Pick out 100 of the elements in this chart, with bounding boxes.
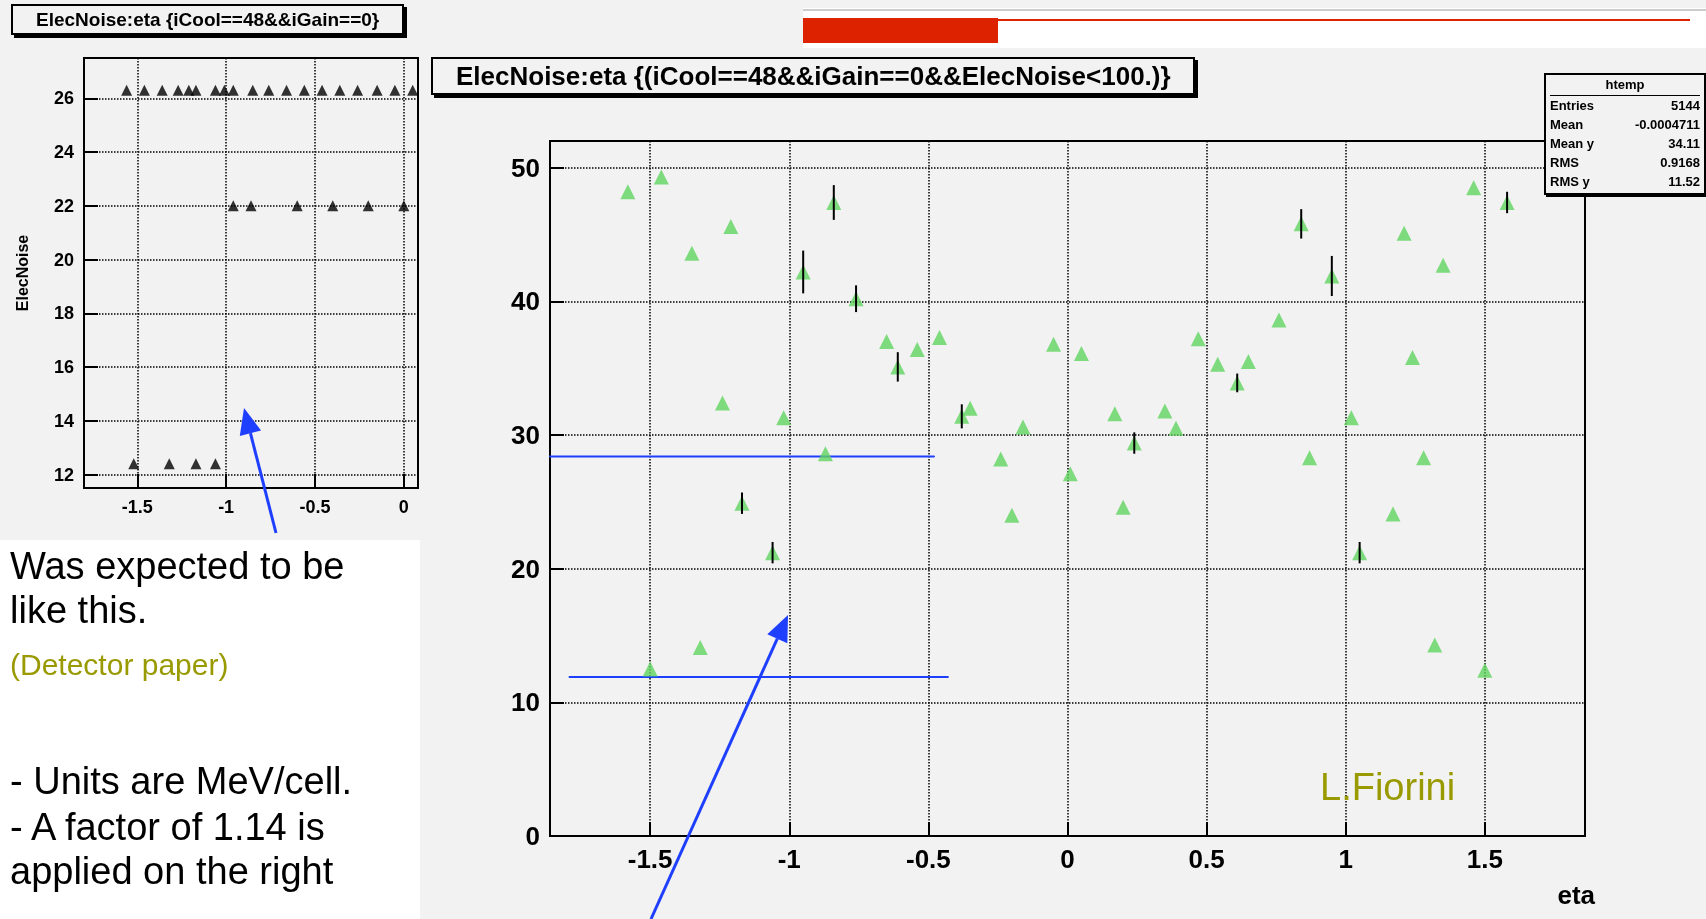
x-tick-label: -0.5 bbox=[299, 497, 331, 517]
point bbox=[909, 342, 925, 357]
y-tick-label: 0 bbox=[525, 821, 540, 851]
x-tick-label: 0 bbox=[1060, 844, 1075, 874]
point bbox=[218, 84, 230, 96]
chart-title: ElecNoise:eta {(iCool==48&&iGain==0&&ElecNoise<100.)} bbox=[456, 61, 1171, 91]
point bbox=[163, 458, 175, 470]
point bbox=[1015, 419, 1031, 435]
point bbox=[247, 84, 259, 96]
text: (Detector paper) bbox=[10, 648, 230, 683]
point bbox=[172, 84, 184, 96]
point bbox=[1107, 406, 1123, 422]
point bbox=[1190, 331, 1206, 347]
y-tick-label: 20 bbox=[511, 553, 540, 584]
y-tick-label: 30 bbox=[511, 420, 540, 451]
y-axis-title: ElecNoise bbox=[13, 234, 31, 312]
text: - A factor of 1.14 is applied on the right bbox=[10, 806, 335, 894]
y-tick-label: 20 bbox=[53, 249, 74, 270]
text: htemp bbox=[1550, 75, 1700, 96]
point bbox=[1210, 356, 1226, 372]
point bbox=[227, 200, 239, 212]
point bbox=[190, 84, 202, 96]
text: Was expected to be like this. bbox=[10, 545, 346, 633]
point bbox=[291, 200, 303, 212]
text: RMS 0.9168 bbox=[1550, 155, 1700, 170]
text: Mean -0.0004711 bbox=[1550, 117, 1700, 132]
point bbox=[1240, 354, 1256, 370]
point bbox=[1405, 350, 1420, 366]
point bbox=[209, 458, 221, 470]
point bbox=[715, 395, 730, 411]
point bbox=[1466, 180, 1482, 196]
point bbox=[227, 84, 239, 96]
point bbox=[138, 84, 150, 96]
point bbox=[316, 84, 328, 96]
text: Entries 5144 bbox=[1550, 98, 1700, 113]
point bbox=[1062, 466, 1078, 482]
point bbox=[962, 400, 978, 416]
point bbox=[281, 84, 293, 96]
point bbox=[1157, 403, 1173, 419]
x-tick-label: 0 bbox=[398, 497, 409, 517]
y-tick-label: 14 bbox=[53, 410, 74, 431]
point bbox=[389, 84, 401, 96]
text: - Units are MeV/cell. bbox=[10, 760, 354, 804]
x-axis-title: eta bbox=[1557, 880, 1596, 910]
point bbox=[642, 661, 658, 677]
point bbox=[263, 84, 275, 96]
point bbox=[817, 446, 833, 462]
x-tick-label: -1.5 bbox=[627, 844, 673, 874]
point bbox=[1115, 499, 1131, 515]
point bbox=[327, 200, 339, 212]
text: Mean y 34.11 bbox=[1550, 136, 1700, 151]
point bbox=[1416, 450, 1432, 466]
point bbox=[183, 84, 195, 96]
point bbox=[993, 451, 1009, 467]
chart-title: ElecNoise:eta {iCool==48&&iGain==0} bbox=[36, 9, 380, 30]
point bbox=[653, 169, 669, 185]
point bbox=[1004, 507, 1020, 523]
point bbox=[776, 410, 792, 426]
point bbox=[1168, 420, 1184, 436]
point bbox=[245, 200, 257, 212]
text: RMS y 11.52 bbox=[1550, 174, 1700, 189]
y-tick-label: 16 bbox=[53, 357, 74, 378]
point bbox=[298, 84, 310, 96]
x-tick-label: -1 bbox=[777, 844, 801, 874]
point bbox=[128, 458, 140, 470]
point bbox=[1073, 346, 1089, 362]
x-tick-label: -1.5 bbox=[121, 497, 153, 517]
x-tick-label: -0.5 bbox=[905, 844, 951, 874]
x-tick-label: 0.5 bbox=[1188, 844, 1225, 874]
point bbox=[1343, 410, 1359, 426]
point bbox=[362, 200, 374, 212]
y-tick-label: 40 bbox=[511, 286, 540, 317]
point bbox=[156, 84, 168, 96]
y-tick-label: 26 bbox=[53, 88, 74, 109]
y-tick-label: 50 bbox=[511, 152, 540, 183]
x-tick-label: 1 bbox=[1338, 844, 1353, 874]
point bbox=[620, 184, 636, 200]
point bbox=[692, 640, 708, 656]
x-tick-label: 1.5 bbox=[1466, 844, 1503, 874]
x-tick-label: -1 bbox=[218, 497, 235, 517]
point bbox=[1271, 312, 1287, 328]
point bbox=[1427, 637, 1443, 653]
point bbox=[932, 329, 948, 345]
point bbox=[1302, 450, 1318, 466]
annotation: L.Fiorini bbox=[1320, 766, 1456, 809]
point bbox=[190, 458, 202, 470]
y-tick-label: 10 bbox=[511, 687, 540, 718]
point bbox=[1396, 225, 1412, 241]
point bbox=[1477, 662, 1493, 678]
point bbox=[684, 245, 700, 261]
point bbox=[371, 84, 383, 96]
y-tick-label: 24 bbox=[53, 142, 74, 163]
point bbox=[398, 200, 410, 212]
point bbox=[879, 333, 895, 349]
point bbox=[1435, 257, 1451, 273]
point bbox=[121, 84, 133, 96]
point bbox=[1046, 336, 1062, 352]
y-tick-label: 22 bbox=[53, 195, 74, 216]
point bbox=[1385, 506, 1401, 522]
point bbox=[334, 84, 346, 96]
